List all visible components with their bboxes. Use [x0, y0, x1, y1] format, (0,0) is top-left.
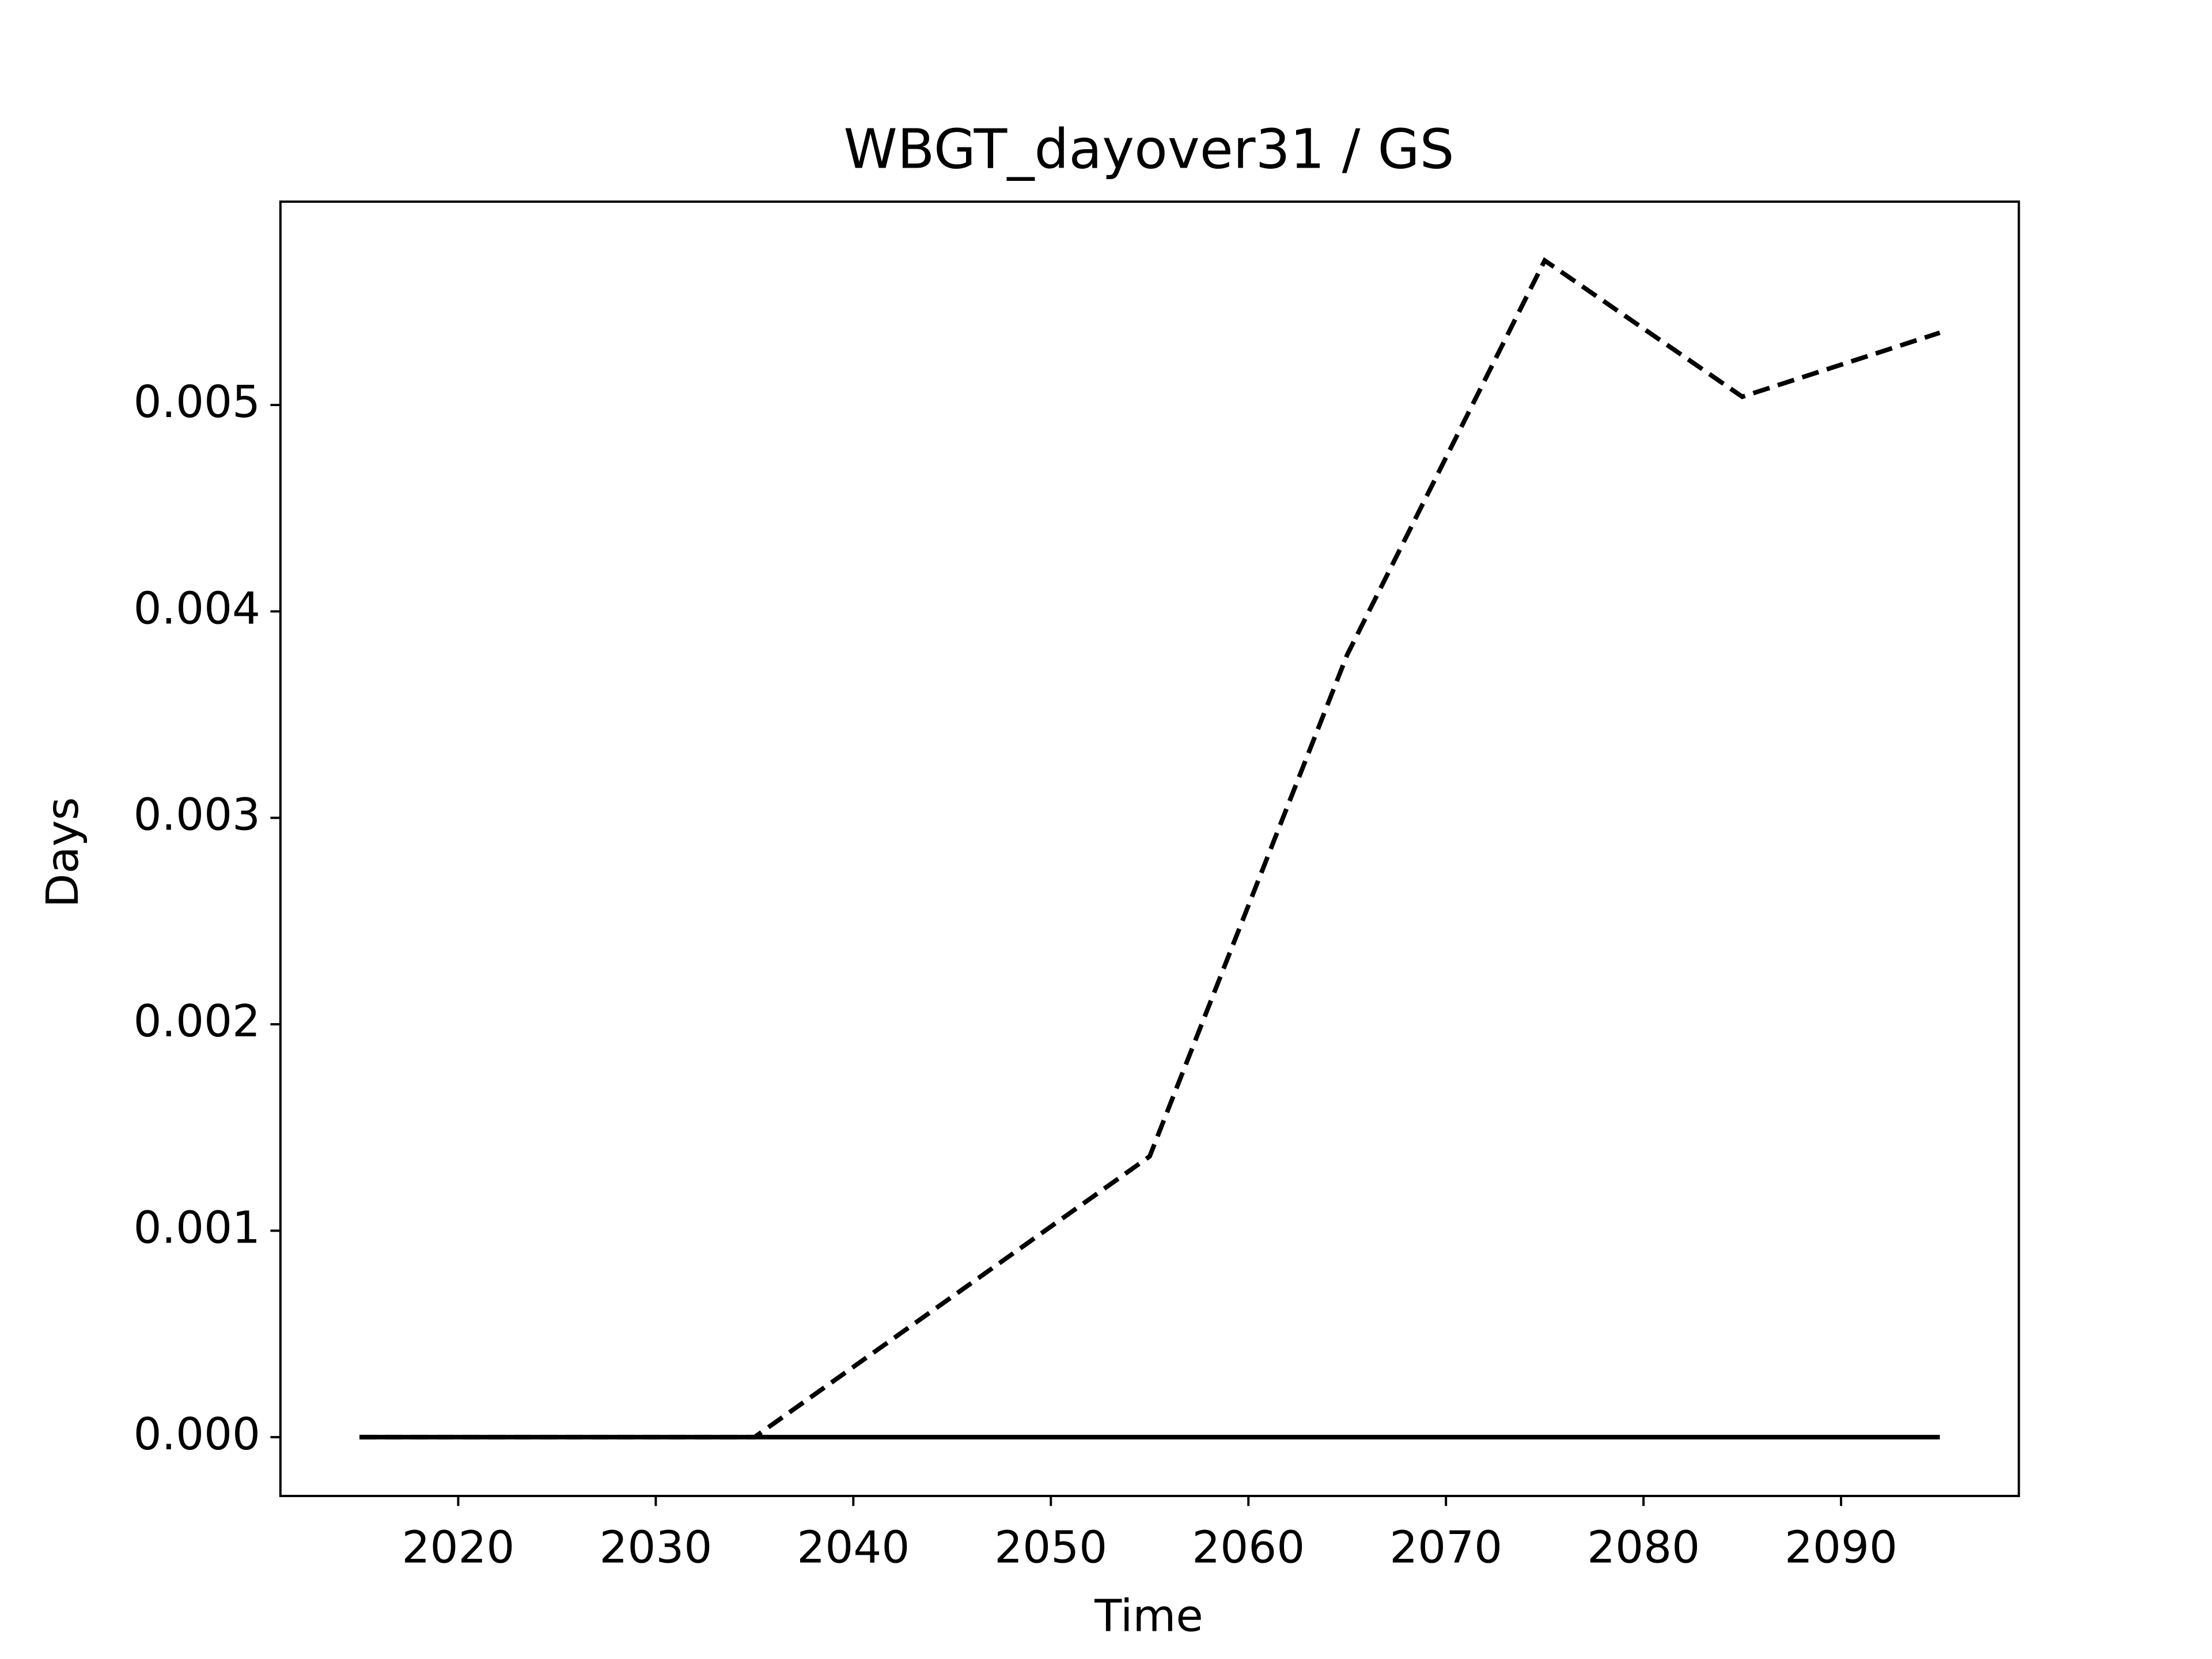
- x-tick-label: 2080: [1587, 1522, 1700, 1573]
- x-tick-label: 2040: [797, 1522, 910, 1573]
- plot-frame: [279, 200, 2020, 1497]
- y-tick-label: 0.000: [134, 1409, 260, 1460]
- y-tick-label: 0.003: [134, 790, 260, 841]
- x-tick-label: 2020: [402, 1522, 515, 1573]
- y-tick-label: 0.004: [134, 583, 260, 634]
- chart-title: WBGT_dayover31 / GS: [844, 118, 1455, 181]
- data-line: [359, 257, 1941, 1440]
- x-tick-label: 2090: [1785, 1522, 1897, 1573]
- x-tick-label: 2070: [1389, 1522, 1502, 1573]
- x-axis-label: Time: [1094, 1590, 1203, 1642]
- x-tick-label: 2060: [1192, 1522, 1305, 1573]
- y-tick-label: 0.001: [134, 1202, 260, 1253]
- y-tick-label: 0.002: [134, 996, 260, 1047]
- y-axis-label: Days: [37, 797, 89, 908]
- x-tick-label: 2050: [994, 1522, 1107, 1573]
- x-tick-label: 2030: [599, 1522, 712, 1573]
- y-tick-label: 0.005: [134, 377, 260, 428]
